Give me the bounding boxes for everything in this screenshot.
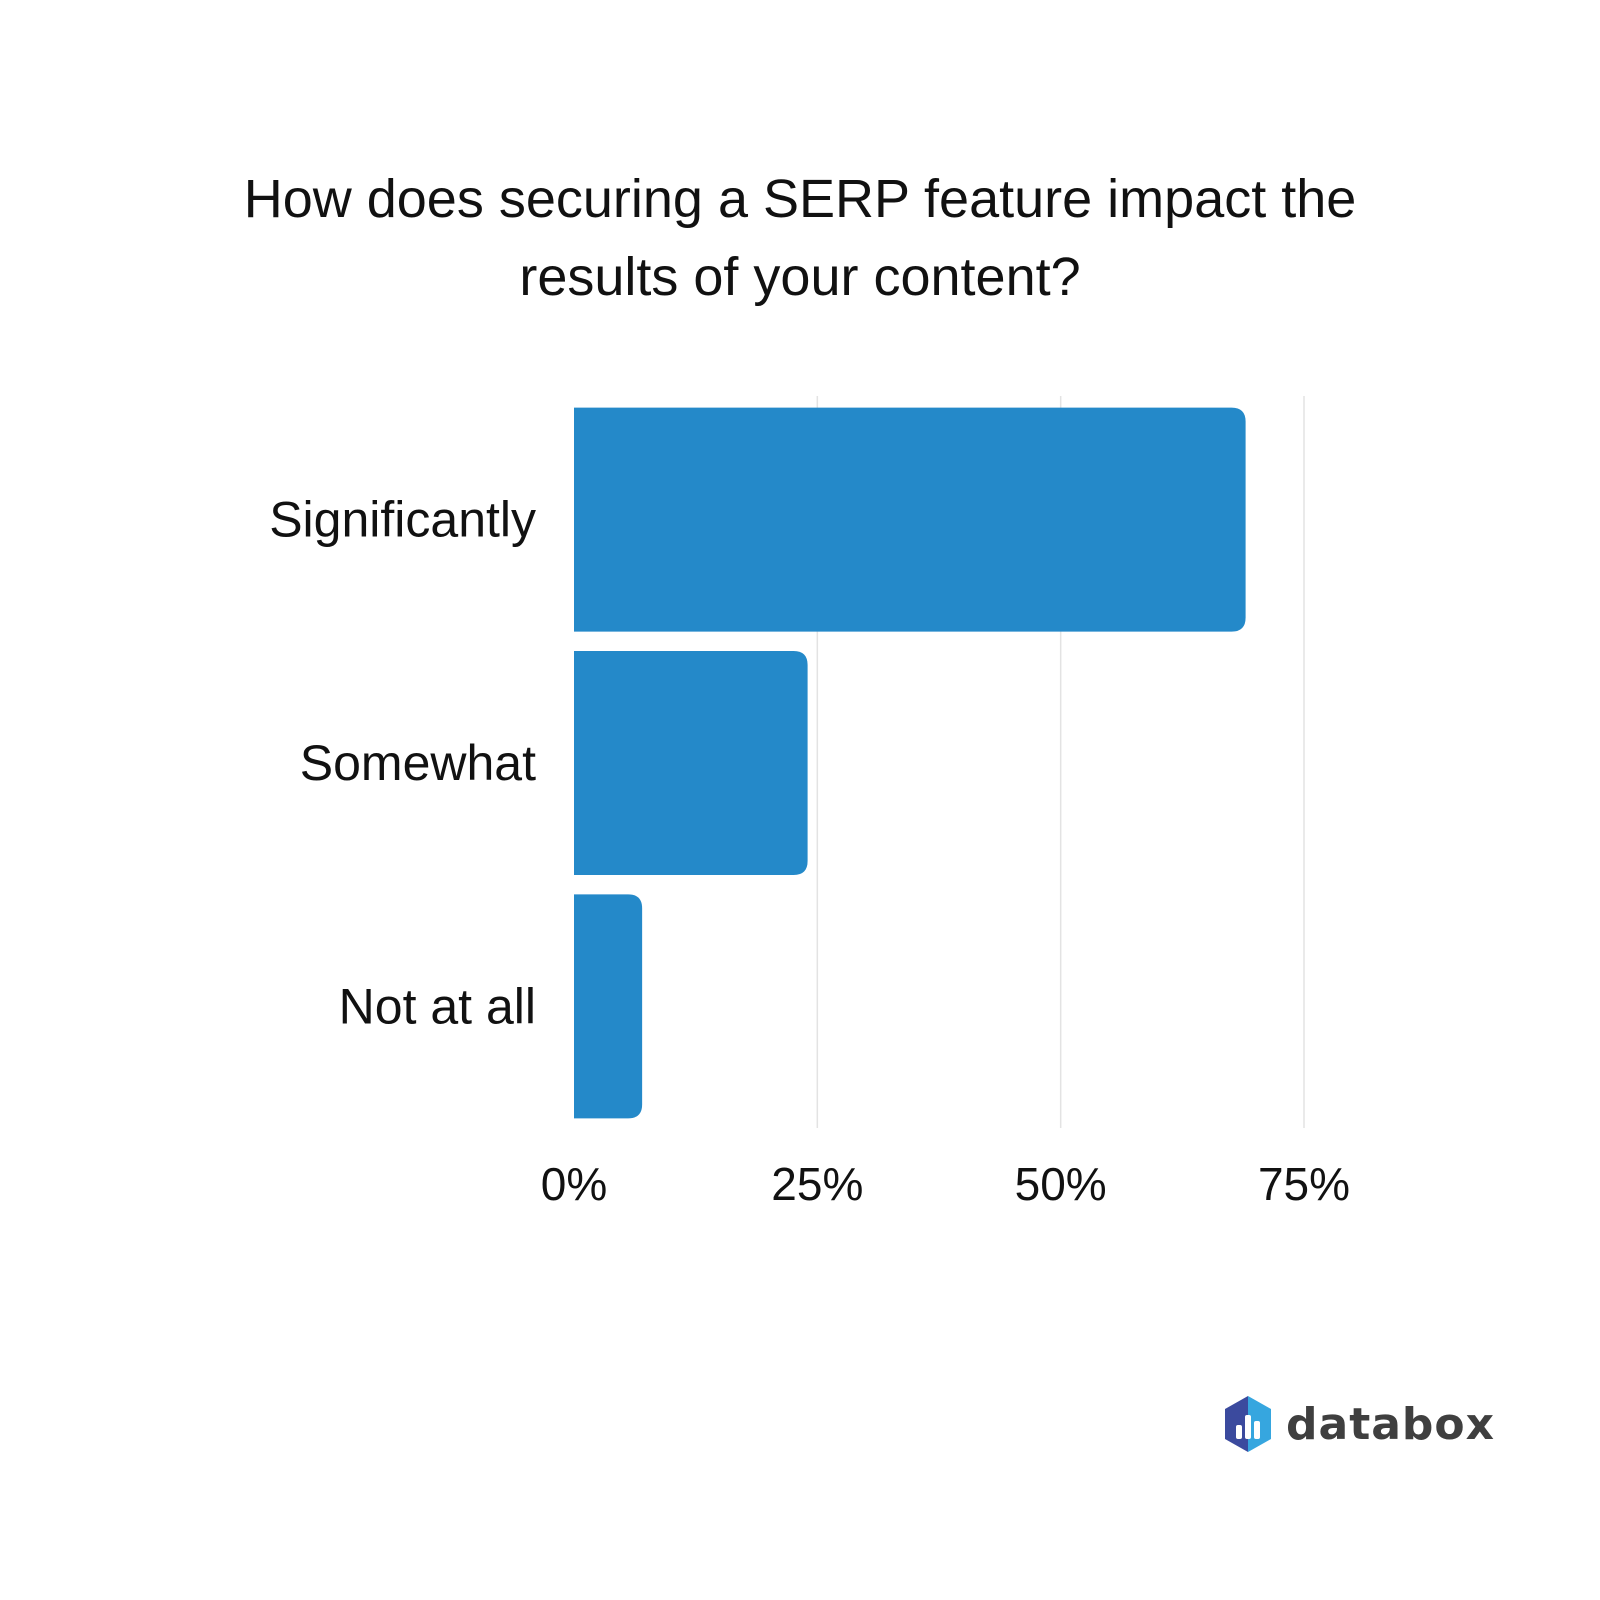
category-label: Significantly — [269, 492, 536, 548]
bar-significantly — [574, 407, 1246, 632]
x-tick-label: 25% — [771, 1158, 863, 1210]
x-tick-label: 0% — [541, 1158, 607, 1210]
bar-somewhat — [574, 651, 808, 875]
chart-title: How does securing a SERP feature impact … — [150, 160, 1450, 316]
chart-title-line-2: results of your content? — [519, 247, 1081, 307]
x-axis-ticks: 0% 25% 50% 75% — [541, 1158, 1350, 1210]
x-tick-label: 75% — [1258, 1158, 1350, 1210]
bars — [574, 407, 1246, 1119]
category-label: Somewhat — [300, 735, 536, 791]
x-tick-label: 50% — [1015, 1158, 1107, 1210]
chart-title-line-1: How does securing a SERP feature impact … — [243, 169, 1357, 229]
bar-not-at-all — [574, 894, 643, 1119]
category-labels: Significantly Somewhat Not at all — [269, 492, 536, 1035]
databox-logo-text: databox — [1286, 1398, 1496, 1450]
databox-logo: databox — [1222, 1394, 1495, 1454]
category-label: Not at all — [339, 978, 536, 1034]
databox-logo-icon — [1225, 1396, 1271, 1452]
